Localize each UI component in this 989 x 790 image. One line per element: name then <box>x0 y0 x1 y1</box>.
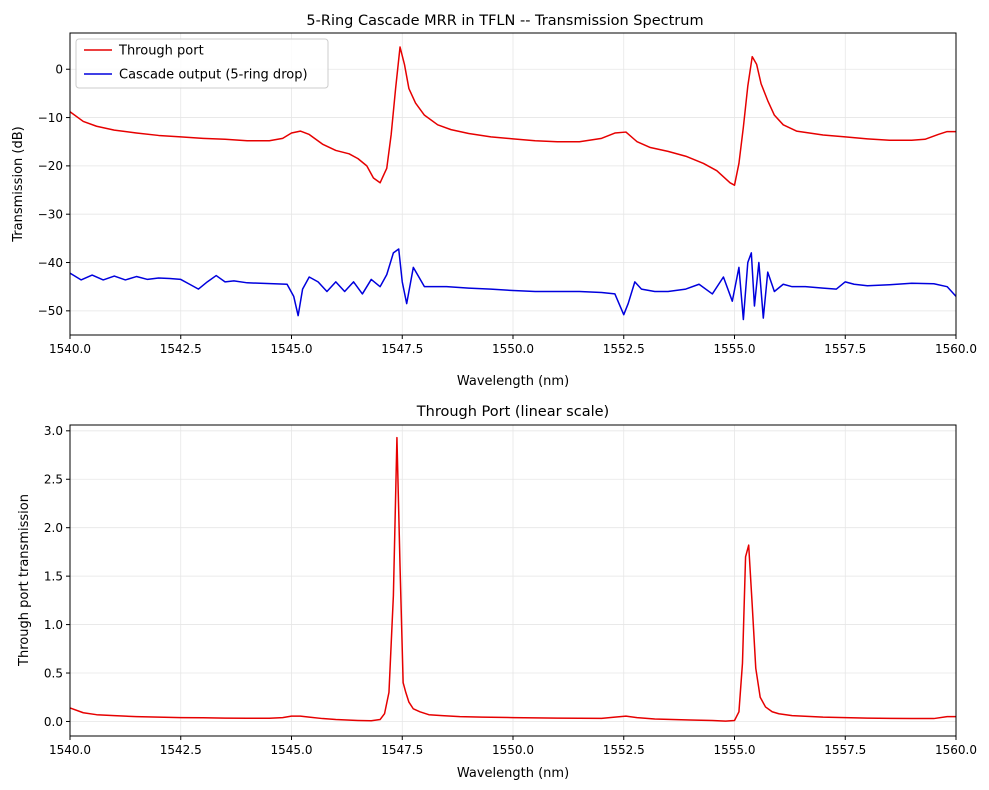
chart-top-x-tick-label: 1550.0 <box>492 342 534 356</box>
chart-top: 5-Ring Cascade MRR in TFLN -- Transmissi… <box>11 13 977 389</box>
chart-bottom-y-tick-label: 2.5 <box>44 473 63 487</box>
chart-top-x-tick-label: 1555.0 <box>714 342 756 356</box>
chart-top-x-tick-label: 1542.5 <box>160 342 202 356</box>
chart-top-x-tick-label: 1545.0 <box>271 342 313 356</box>
chart-top-y-tick-label: 0 <box>55 63 63 77</box>
legend-label-cascade-output: Cascade output (5-ring drop) <box>119 68 308 83</box>
chart-top-x-tick-label: 1552.5 <box>603 342 645 356</box>
chart-top-y-tick-label: −30 <box>38 208 63 222</box>
chart-bottom-gridlines <box>69 425 957 736</box>
chart-top-x-label: Wavelength (nm) <box>457 374 569 389</box>
chart-top-y-tick-label: −20 <box>38 159 63 173</box>
chart-bottom-title: Through Port (linear scale) <box>416 404 609 420</box>
chart-top-y-axis: 0 −10 −20 −30 −40 −50 <box>38 63 70 318</box>
chart-bottom-x-axis: 1540.0 1542.5 1545.0 1547.5 1550.0 1552.5 1555… <box>49 736 977 757</box>
legend-box <box>75 38 329 89</box>
chart-top-y-tick-label: −10 <box>38 111 63 125</box>
chart-top-x-tick-label: 1547.5 <box>381 342 423 356</box>
chart-bottom-y-tick-label: 0.5 <box>44 666 63 680</box>
chart-top-y-tick-label: −50 <box>38 304 63 318</box>
chart-bottom-series-through-port-line <box>69 436 956 722</box>
legend-label-through-port: Through port <box>118 44 204 59</box>
chart-bottom-x-tick-label: 1542.5 <box>160 743 202 757</box>
chart-bottom-y-tick-label: 2.0 <box>44 521 63 535</box>
chart-top-series <box>69 46 957 321</box>
chart-top-y-tick-label: −40 <box>38 256 63 270</box>
chart-top-y-label: Transmission (dB) <box>11 126 26 242</box>
chart-bottom: Through Port (linear scale) 1540.0 1542.5… <box>17 404 977 781</box>
chart-top-x-tick-label: 1560.0 <box>935 342 977 356</box>
chart-top-title: 5-Ring Cascade MRR in TFLN -- Transmissi… <box>306 13 703 29</box>
chart-top-series-through-port-line <box>69 46 956 186</box>
chart-bottom-x-tick-label: 1560.0 <box>935 743 977 757</box>
chart-bottom-x-tick-label: 1550.0 <box>492 743 534 757</box>
chart-top-x-tick-label: 1557.5 <box>824 342 866 356</box>
chart-top-legend: Through port Cascade output (5-ring drop… <box>75 38 329 89</box>
chart-bottom-x-tick-label: 1547.5 <box>381 743 423 757</box>
chart-top-x-tick-label: 1540.0 <box>49 342 91 356</box>
chart-bottom-y-label: Through port transmission <box>17 494 32 667</box>
chart-bottom-x-tick-label: 1557.5 <box>824 743 866 757</box>
chart-bottom-x-tick-label: 1540.0 <box>49 743 91 757</box>
chart-top-series-cascade-output-line <box>69 248 957 321</box>
chart-top-x-axis: 1540.0 1542.5 1545.0 1547.5 1550.0 1552.5 1555… <box>49 335 977 356</box>
chart-bottom-series <box>69 436 956 722</box>
chart-bottom-y-tick-label: 1.5 <box>44 569 63 583</box>
chart-bottom-y-tick-label: 3.0 <box>44 424 63 438</box>
chart-bottom-x-tick-label: 1545.0 <box>271 743 313 757</box>
chart-bottom-y-tick-label: 0.0 <box>44 715 63 729</box>
chart-bottom-y-axis: 0.0 0.5 1.0 1.5 2.0 2.5 3.0 <box>44 424 70 729</box>
chart-bottom-x-label: Wavelength (nm) <box>457 766 569 781</box>
chart-bottom-y-tick-label: 1.0 <box>44 618 63 632</box>
chart-bottom-x-tick-label: 1552.5 <box>603 743 645 757</box>
chart-bottom-x-tick-label: 1555.0 <box>714 743 756 757</box>
